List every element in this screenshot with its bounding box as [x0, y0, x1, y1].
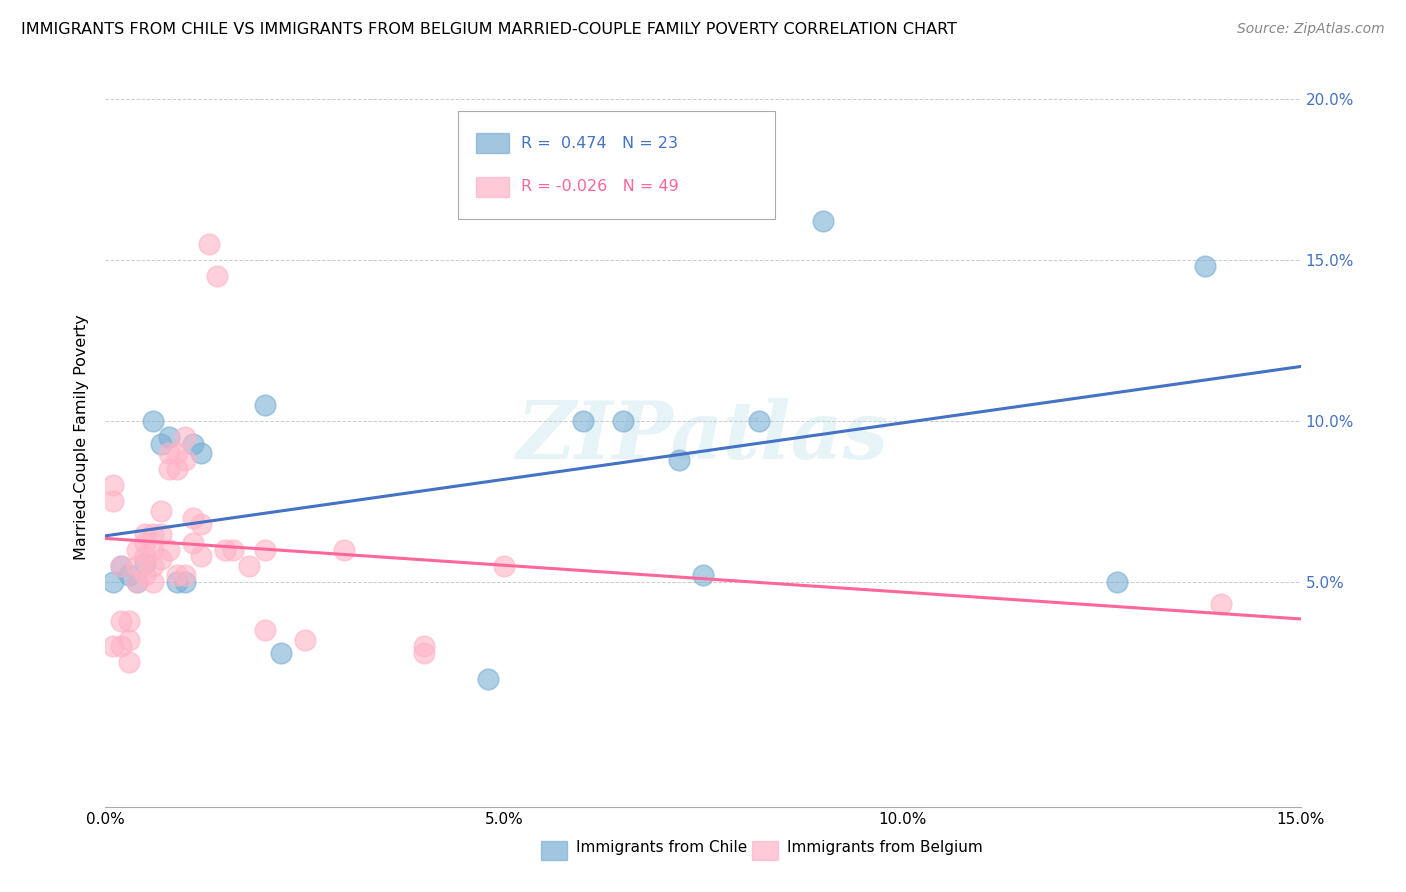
Point	[181, 510, 204, 524]
Point	[103, 574, 125, 589]
Point	[190, 446, 212, 460]
Point	[134, 526, 156, 541]
Text: R = -0.026   N = 49: R = -0.026 N = 49	[522, 179, 679, 194]
Point	[181, 436, 204, 450]
Bar	[475, 177, 509, 197]
Point	[103, 478, 125, 492]
Point	[134, 536, 156, 550]
Point	[612, 414, 634, 428]
Point	[157, 462, 180, 476]
Point	[174, 574, 197, 589]
Point	[1107, 574, 1129, 589]
Text: ZIPatlas: ZIPatlas	[517, 399, 889, 475]
Point	[166, 462, 188, 476]
Point	[110, 640, 132, 654]
Point	[150, 504, 173, 518]
Point	[253, 624, 276, 638]
Point	[174, 430, 197, 444]
Point	[118, 568, 141, 582]
Point	[110, 558, 132, 573]
Text: Immigrants from Chile: Immigrants from Chile	[576, 840, 748, 855]
Point	[692, 568, 714, 582]
Point	[150, 552, 173, 566]
Point	[205, 269, 228, 284]
Point	[492, 558, 515, 573]
Point	[110, 614, 132, 628]
Point	[166, 574, 188, 589]
Point	[294, 632, 316, 647]
Point	[118, 656, 141, 670]
Point	[174, 568, 197, 582]
Point	[157, 430, 180, 444]
Point	[811, 214, 834, 228]
Text: R =  0.474   N = 23: R = 0.474 N = 23	[522, 136, 678, 151]
Point	[413, 646, 436, 660]
Point	[103, 494, 125, 508]
Point	[118, 632, 141, 647]
Point	[127, 558, 149, 573]
Point	[142, 414, 165, 428]
Point	[150, 526, 173, 541]
Text: IMMIGRANTS FROM CHILE VS IMMIGRANTS FROM BELGIUM MARRIED-COUPLE FAMILY POVERTY C: IMMIGRANTS FROM CHILE VS IMMIGRANTS FROM…	[21, 22, 957, 37]
Point	[253, 542, 276, 557]
Text: Source: ZipAtlas.com: Source: ZipAtlas.com	[1237, 22, 1385, 37]
Point	[253, 398, 276, 412]
Point	[157, 446, 180, 460]
Y-axis label: Married-Couple Family Poverty: Married-Couple Family Poverty	[75, 314, 90, 560]
Point	[214, 542, 236, 557]
Point	[181, 536, 204, 550]
Point	[238, 558, 260, 573]
Point	[142, 526, 165, 541]
Point	[413, 640, 436, 654]
Point	[166, 446, 188, 460]
Point	[748, 414, 770, 428]
Point	[190, 516, 212, 531]
Point	[142, 574, 165, 589]
Point	[174, 452, 197, 467]
Point	[1209, 598, 1232, 612]
Point	[127, 574, 149, 589]
Point	[127, 542, 149, 557]
Point	[166, 568, 188, 582]
Point	[333, 542, 356, 557]
Bar	[475, 133, 509, 153]
Point	[190, 549, 212, 564]
Point	[668, 452, 690, 467]
Point	[134, 568, 156, 582]
Point	[110, 558, 132, 573]
Point	[142, 542, 165, 557]
Point	[142, 558, 165, 573]
Point	[134, 549, 156, 564]
Point	[572, 414, 595, 428]
Point	[150, 436, 173, 450]
FancyBboxPatch shape	[458, 112, 775, 219]
Point	[103, 640, 125, 654]
Point	[157, 542, 180, 557]
Text: Immigrants from Belgium: Immigrants from Belgium	[787, 840, 983, 855]
Point	[134, 556, 156, 570]
Point	[198, 236, 221, 251]
Point	[1194, 260, 1216, 274]
Point	[118, 614, 141, 628]
Point	[477, 672, 499, 686]
Point	[222, 542, 245, 557]
Point	[270, 646, 292, 660]
Point	[127, 574, 149, 589]
